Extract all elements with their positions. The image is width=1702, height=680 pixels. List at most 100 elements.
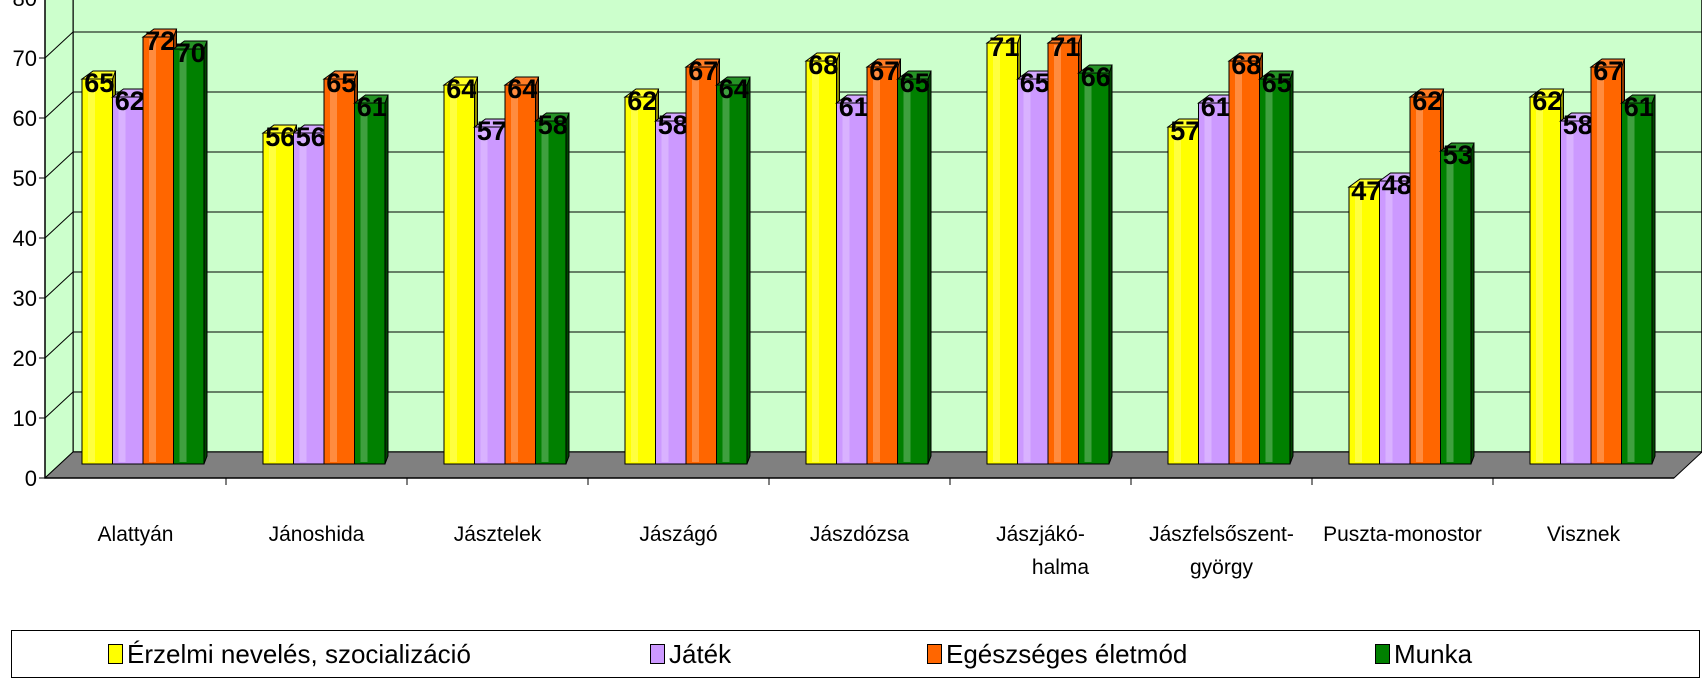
data-label: 62 [1532,86,1562,116]
bar-front [1078,72,1110,465]
bar-top [1619,94,1656,104]
bar-front [535,120,567,465]
x-tick-label: Visznek [1547,523,1621,546]
bar [865,58,902,465]
bar-top [322,70,359,80]
chart-side-wall [44,0,74,480]
bar-highlight [179,51,187,462]
data-label: 67 [869,56,899,86]
bar-front [1348,186,1380,465]
bar-front [1529,96,1561,465]
bar-highlight [1597,69,1604,462]
bar-top [141,28,178,38]
bar-front [1560,120,1592,465]
bar-top [261,124,298,134]
gridline-side [44,391,74,419]
bar [684,58,721,465]
bar-top [442,76,479,86]
data-label: 56 [296,122,326,152]
bar-front [354,102,386,465]
bar-highlight [1536,99,1543,462]
bar [1589,58,1626,465]
bar [171,40,208,465]
bar [261,124,298,465]
y-tick-label: 70 [13,46,37,71]
bar-highlight [1627,105,1635,462]
y-tick-label: 30 [13,286,37,311]
bar-highlight [541,123,549,462]
bar [1227,52,1264,465]
x-tick-label: Alattyán [98,523,174,546]
bar-front [1379,180,1411,465]
bar-top [1227,52,1264,62]
bar-front [836,102,868,465]
data-label: 71 [989,32,1019,62]
bar-front [1228,60,1260,465]
data-label: 67 [1593,56,1623,86]
bar-highlight [1355,189,1362,462]
bar-highlight [1446,153,1454,462]
bar-top [804,52,841,62]
bar-highlight [1204,105,1212,462]
bar [1015,70,1052,465]
bar-top [1076,64,1113,74]
bar [985,34,1022,465]
bar [1619,94,1656,465]
x-tick-label: Puszta-monostor [1323,523,1482,546]
gridline-side [44,151,74,179]
legend-item: Érzelmi nevelés, szocializáció [108,639,471,669]
data-label: 56 [265,122,295,152]
bar [80,70,117,465]
bar-top [895,70,932,80]
legend-label: Egészséges életmód [946,638,1188,669]
bar-top [352,94,389,104]
legend-item: Játék [650,639,731,669]
bar [472,118,509,465]
bar-chart: 01020304050607080Alattyán65627270Jánoshi… [13,0,1702,579]
bar-highlight [692,69,699,462]
bar-top [1528,88,1565,98]
bar-top [985,34,1022,44]
data-label: 65 [1020,68,1050,98]
x-tick-label: Jánoshida [269,523,365,546]
data-label: 68 [808,50,838,80]
data-label: 67 [688,56,718,86]
data-label: 64 [719,74,749,104]
bar-front [474,126,506,465]
data-label: 68 [1231,50,1261,80]
data-label: 57 [1170,116,1200,146]
x-tick-label: Jászdózsa [810,523,910,546]
bar [623,88,660,465]
bar-top [503,76,540,86]
x-tick-label: Jászágó [639,523,717,546]
data-label: 70 [176,38,206,68]
bar [1257,70,1294,465]
bar-front [1047,42,1079,465]
bar-front [504,84,536,465]
y-tick-label: 80 [13,0,37,11]
bar-front [173,48,205,465]
bar [1377,172,1414,465]
bar-highlight [330,81,337,462]
bar-front [866,66,898,465]
data-label: 58 [658,110,688,140]
bar [322,70,359,465]
bar-highlight [1084,75,1092,462]
bar-highlight [1054,45,1061,462]
bar-top [714,76,751,86]
bar-highlight [1385,183,1393,462]
data-label: 72 [145,26,175,56]
bar-highlight [360,105,368,462]
bar-top [533,112,570,122]
bar-highlight [993,45,1000,462]
bar-highlight [511,87,518,462]
bar [141,28,178,465]
y-tick-label: 20 [13,346,37,371]
bar [1528,88,1565,465]
legend-swatch [1375,644,1390,664]
data-label: 58 [1563,110,1593,140]
data-label: 65 [84,68,114,98]
data-label: 61 [1201,92,1231,122]
bar-highlight [480,129,488,462]
bar-top [1438,142,1475,152]
